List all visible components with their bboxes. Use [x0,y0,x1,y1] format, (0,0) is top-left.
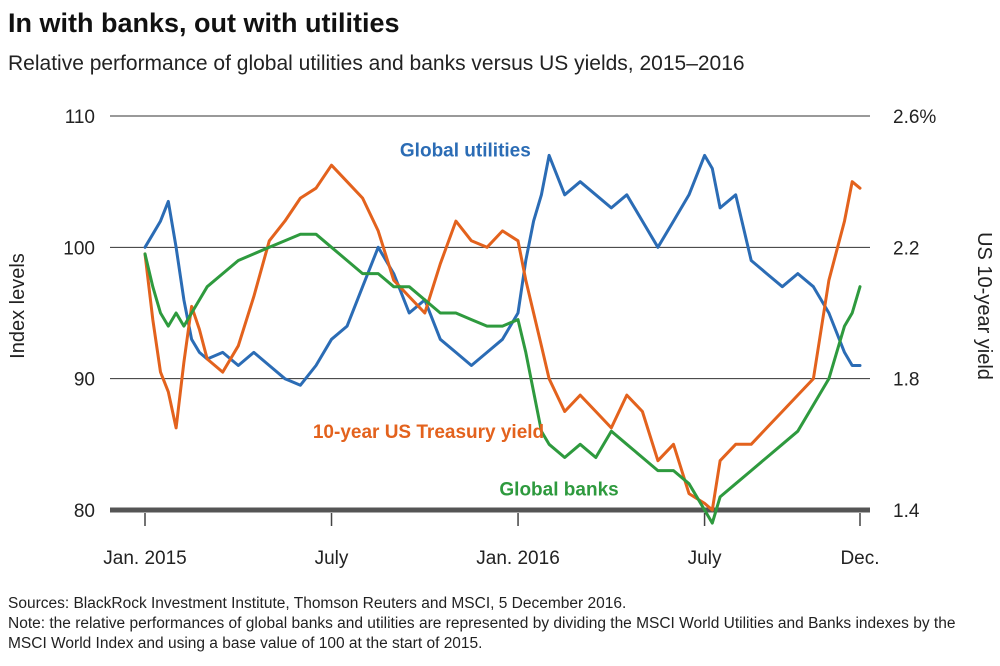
y-tick-label: 90 [74,370,95,391]
y-tick-label-right: 1.8 [893,370,919,391]
chart-series [143,153,862,525]
y-tick-label-right: 2.6% [893,107,936,128]
gridlines [110,115,870,513]
methodology-note: Note: the relative performances of globa… [8,615,956,652]
series-label-global-utilities: Global utilities [400,141,531,162]
chart-subtitle: Relative performance of global utilities… [8,52,745,75]
y-tick-label: 80 [74,501,95,522]
y-tick-label: 110 [65,107,95,128]
y-axis-label: Index levels [7,253,29,359]
chart-title: In with banks, out with utilities [8,8,400,38]
series-label-10-year-us-treasury-yield: 10-year US Treasury yield [313,422,544,443]
y-tick-label-right: 2.2 [893,238,919,259]
series-line-global-banks [143,232,862,525]
y-axis-label-right: US 10-year yield [973,232,995,380]
series-labels: Global utilities 10-year US Treasury yiel… [313,141,619,501]
series-line-10-year-us-treasury-yield [143,163,862,512]
x-tick-label: July [688,548,722,569]
x-tick-label: July [315,548,349,569]
line-chart: 110 2.6% 100 2.2 90 1.8 80 1.4 Jan. 2015 July Jan.… [7,107,995,569]
sources-note: Sources: BlackRock Investment Institute,… [8,595,627,612]
x-tick-label: Jan. 2016 [476,548,559,569]
x-tick-label: Jan. 2015 [103,548,186,569]
axis-ticks: 110 2.6% 100 2.2 90 1.8 80 1.4 Jan. 2015 July Jan.… [63,107,936,569]
series-line-global-utilities [143,153,862,387]
y-tick-label: 100 [63,238,95,259]
series-label-global-banks: Global banks [499,480,618,501]
y-tick-label-right: 1.4 [893,501,920,522]
x-tick-label: Dec. [840,548,879,569]
